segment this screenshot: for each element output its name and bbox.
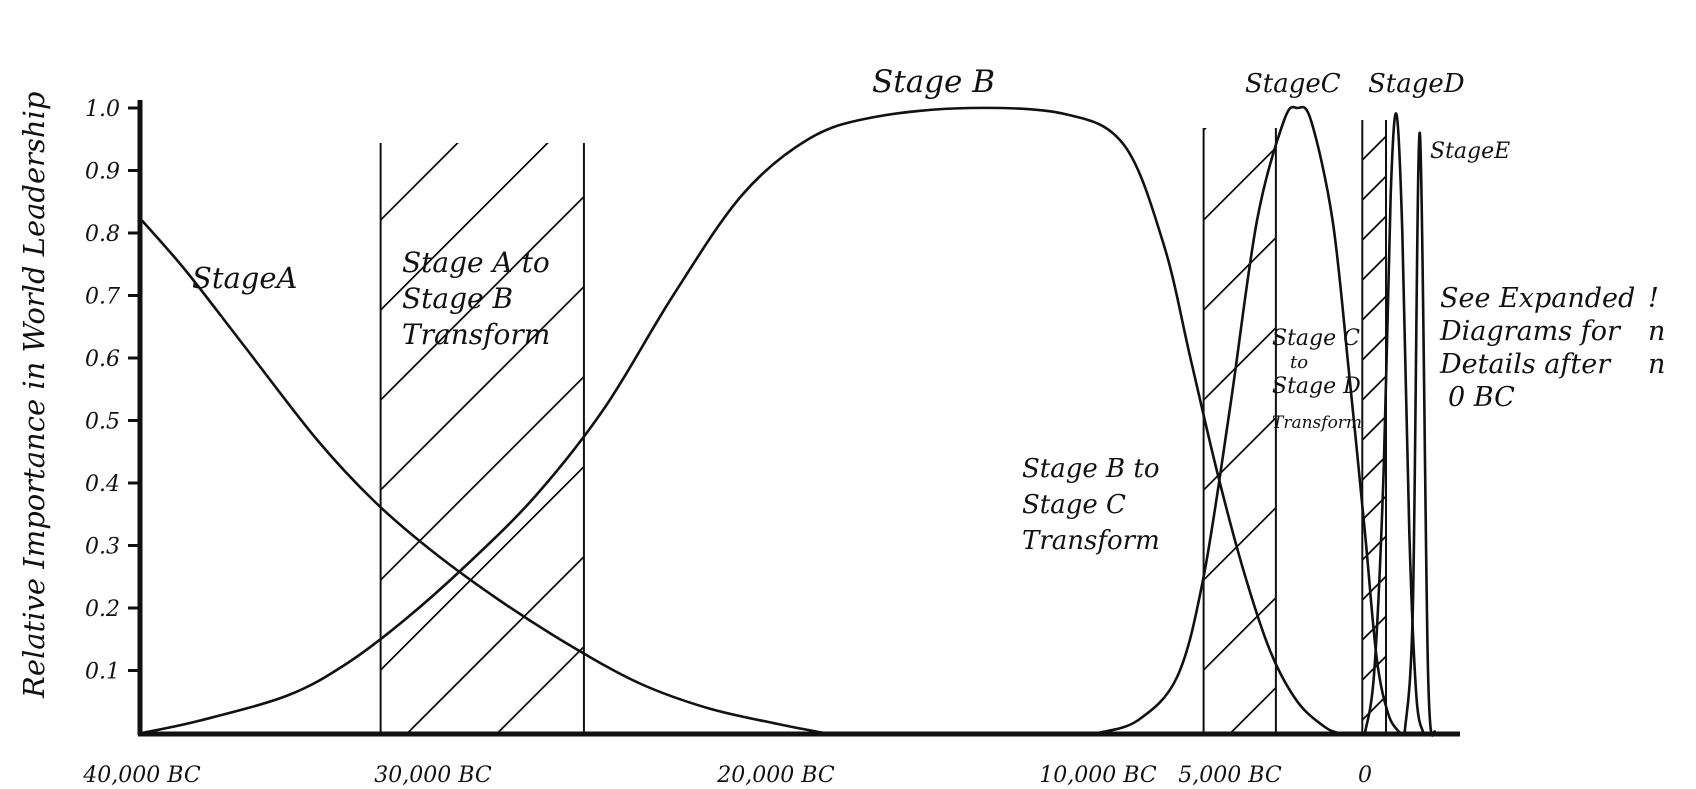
hatch-line: [1642, 40, 1696, 760]
hatch-line: [304, 40, 1024, 760]
cd-transform-label-line: Stage D: [1272, 374, 1361, 399]
hatch-line: [1203, 596, 1276, 672]
x-tick-label: 20,000 BC: [716, 763, 835, 788]
y-tick-label: 0.4: [85, 472, 120, 497]
hatch-line: [0, 40, 471, 760]
hatch-line: [561, 40, 1281, 760]
hatch-line: [1682, 40, 1696, 760]
hatch-line: [124, 40, 844, 760]
ab-transform-label-line: Transform: [402, 318, 550, 351]
hatch-line: [380, 143, 549, 312]
y-tick-label: 0.6: [85, 347, 120, 372]
note-line-1: See Expanded: [1440, 283, 1636, 314]
hatch-line: [1362, 120, 1364, 122]
x-tick-label: 30,000 BC: [374, 763, 492, 788]
y-axis-title: Relative Importance in World Leadership: [17, 92, 51, 699]
hatch-line: [1654, 40, 1696, 760]
stage-c-label: StageC: [1245, 69, 1341, 99]
y-tick-label: 1.0: [85, 97, 120, 122]
hatch-line: [0, 40, 394, 760]
hatch-line: [214, 40, 934, 760]
cd-transform-label-line: to: [1290, 352, 1308, 373]
expanded-diagrams-note: See Expanded Diagrams for Details after …: [1440, 282, 1635, 414]
y-tick-label: 0.7: [85, 285, 120, 310]
hatch-line: [0, 40, 484, 760]
hatch-line: [380, 465, 584, 672]
y-axis-title-svg: Relative Importance in World Leadership: [17, 92, 51, 699]
ab-transform-label-line: Stage B: [402, 282, 513, 315]
stage-d-label: StageD: [1368, 69, 1465, 99]
bc-transform-label-line: Transform: [1022, 526, 1160, 556]
stage-b-label: Stage B: [872, 64, 995, 100]
hatch-line: [405, 555, 584, 734]
hatch-line: [380, 375, 584, 582]
axes-layer: 0.1 0.2 0.3 0.4 0.5 0.6 0.7 0.8 0.9 1.0 40,000 BC 3…: [82, 97, 1460, 788]
y-tick-label: 0.9: [85, 160, 120, 185]
hatch-line: [1203, 236, 1276, 312]
hatch-line: [495, 645, 584, 734]
stage-c-curve: [1097, 105, 1402, 735]
hatch-line: [394, 40, 1114, 760]
stage-a-label: StageA: [192, 261, 297, 295]
hatch-line: [1203, 146, 1276, 222]
hatch-line: [602, 40, 1322, 760]
bc-transform-label-line: Stage B to: [1022, 454, 1160, 484]
hatch-line: [682, 40, 1402, 760]
x-tick-label: 5,000 BC: [1178, 763, 1282, 788]
hatch-line: [0, 40, 664, 760]
hatch-line: [484, 40, 1204, 760]
note-line-2: Diagrams for: [1440, 316, 1620, 347]
hatch-line: [380, 143, 459, 222]
stage-a-curve: [141, 219, 825, 735]
note-edge-mark-1: !: [1648, 283, 1659, 314]
cd-transform-label-line: Stage C: [1272, 326, 1360, 351]
x-tick-label: 40,000 BC: [82, 763, 201, 788]
hatch-line: [562, 40, 1282, 760]
y-tick-label: 0.8: [85, 222, 120, 247]
ab-transform-hatching: [0, 40, 1696, 760]
x-tick-label: 0: [1358, 763, 1372, 788]
note-line-4: 0 BC: [1448, 382, 1515, 413]
x-tick-label: 10,000 BC: [1039, 763, 1157, 788]
hatch-line: [651, 40, 1371, 760]
hatch-line: [642, 40, 1362, 760]
note-edge-marks: ! n n: [1648, 282, 1665, 381]
hatch-line: [380, 285, 584, 492]
y-tick-label: 0.1: [85, 660, 120, 685]
y-tick-label: 0.2: [85, 597, 120, 622]
bc-transform-label-line: Stage C: [1022, 490, 1126, 520]
label-layer: StageA Stage B StageC StageD StageE Stage A t…: [192, 64, 1510, 556]
stage-b-curve: [141, 106, 1339, 735]
hatch-line: [1641, 40, 1696, 760]
y-axis-title-wrap: Relative Importance in World Leadership: [8, 20, 58, 720]
series-layer: [141, 105, 1437, 737]
y-tick-label: 0.3: [85, 535, 120, 560]
stage-e-curve: [1403, 131, 1437, 737]
stage-e-label: StageE: [1430, 139, 1510, 164]
bc-transform-hatching: [0, 40, 1696, 760]
y-tick-label: 0.5: [85, 410, 120, 435]
cd-transform-label-line: Transform: [1272, 413, 1362, 433]
note-line-3: Details after: [1440, 349, 1611, 380]
note-edge-mark-2: n: [1648, 316, 1666, 347]
hatch-line: [380, 195, 584, 402]
ab-transform-label-line: Stage A to: [402, 246, 550, 279]
note-edge-mark-3: n: [1648, 349, 1666, 380]
